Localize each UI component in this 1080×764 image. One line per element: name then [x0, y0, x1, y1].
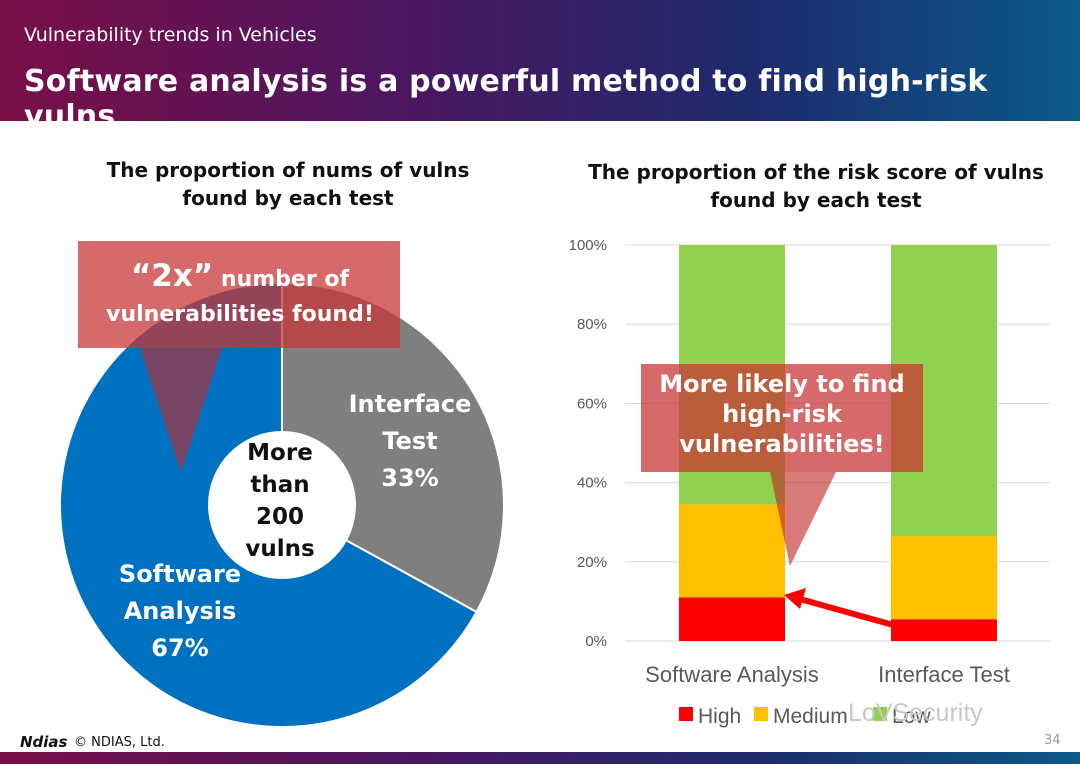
- pie-callout-pointer: [140, 348, 222, 472]
- slide-subtitle: Vulnerability trends in Vehicles: [24, 24, 317, 46]
- bar-title-line2: found by each test: [710, 188, 922, 212]
- bar-title-line1: The proportion of the risk score of vuln…: [588, 160, 1044, 184]
- legend-swatch-medium: [754, 707, 768, 721]
- bar-segment-medium: [891, 536, 997, 620]
- pie-callout-line1: number of: [213, 267, 350, 292]
- pie-chart-title: The proportion of nums of vulns found by…: [88, 156, 488, 212]
- slice-label-line: Interface: [348, 390, 472, 418]
- slice-label-line: Software: [118, 560, 242, 588]
- comparison-arrow-head: [784, 588, 806, 609]
- copyright-text: © NDIAS, Ltd.: [74, 735, 165, 750]
- legend-label-low: Low: [892, 705, 931, 728]
- pie-center-hole: [208, 431, 356, 579]
- legend-label-high: High: [698, 705, 741, 728]
- bar-callout-line: vulnerabilities!: [679, 430, 885, 458]
- comparison-arrow-shaft: [799, 596, 894, 628]
- header-banner: Vulnerability trends in Vehicles Softwar…: [0, 0, 1080, 134]
- bar-y-tick-label: 40%: [577, 475, 607, 492]
- bar-callout-line: More likely to find: [659, 370, 905, 398]
- pie-center-label: More than 200 vulns: [220, 437, 340, 565]
- footer-bar: [0, 752, 1080, 764]
- center-label-line: vulns: [245, 536, 315, 562]
- pie-callout-text: “2x” number of vulnerabilities found!: [80, 256, 400, 330]
- pie-title-line1: The proportion of nums of vulns: [106, 158, 470, 182]
- pie-title-line2: found by each test: [182, 186, 394, 210]
- software-slice-label: Software Analysis 67%: [100, 556, 260, 667]
- center-label-line: than: [250, 472, 310, 498]
- center-label-line: 200: [255, 504, 304, 530]
- bar-y-tick-label: 100%: [569, 237, 607, 254]
- slice-label-line: Test: [382, 427, 438, 455]
- bar-callout-line: high-risk: [722, 400, 842, 428]
- legend-swatch-low: [873, 707, 887, 721]
- bar-callout-pointer: [770, 472, 836, 566]
- page-number: 34: [1044, 733, 1061, 748]
- bar-x-category-label: Software Analysis: [645, 662, 819, 687]
- bar-segment-high: [891, 619, 997, 641]
- bar-chart-title: The proportion of the risk score of vuln…: [576, 158, 1056, 214]
- bar-y-tick-label: 20%: [577, 554, 607, 571]
- bar-segment-medium: [679, 504, 785, 598]
- bar-y-tick-label: 60%: [577, 395, 607, 412]
- bar-y-tick-label: 80%: [577, 316, 607, 333]
- slice-label-line: 67%: [151, 634, 209, 662]
- pie-callout-emph: “2x”: [130, 258, 214, 294]
- pie-callout-box: [78, 241, 400, 348]
- slice-label-line: Analysis: [123, 597, 237, 625]
- bar-callout-text: More likely to find high-risk vulnerabil…: [642, 369, 922, 459]
- bar-x-category-label: Interface Test: [878, 662, 1010, 687]
- legend-label-medium: Medium: [773, 705, 848, 728]
- slice-label-line: 33%: [381, 464, 439, 492]
- legend-swatch-high: [679, 707, 693, 721]
- slide-title: Software analysis is a powerful method t…: [24, 64, 988, 134]
- pie-callout-line2: vulnerabilities found!: [106, 302, 374, 327]
- interface-slice-label: Interface Test 33%: [340, 386, 480, 497]
- ndias-logo: Ndias: [20, 733, 68, 751]
- center-label-line: More: [247, 440, 313, 466]
- bar-callout-box: [641, 364, 923, 472]
- bar-y-tick-label: 0%: [585, 633, 607, 650]
- watermark-text: LoVSecurity: [848, 699, 983, 727]
- bar-segment-high: [679, 597, 785, 641]
